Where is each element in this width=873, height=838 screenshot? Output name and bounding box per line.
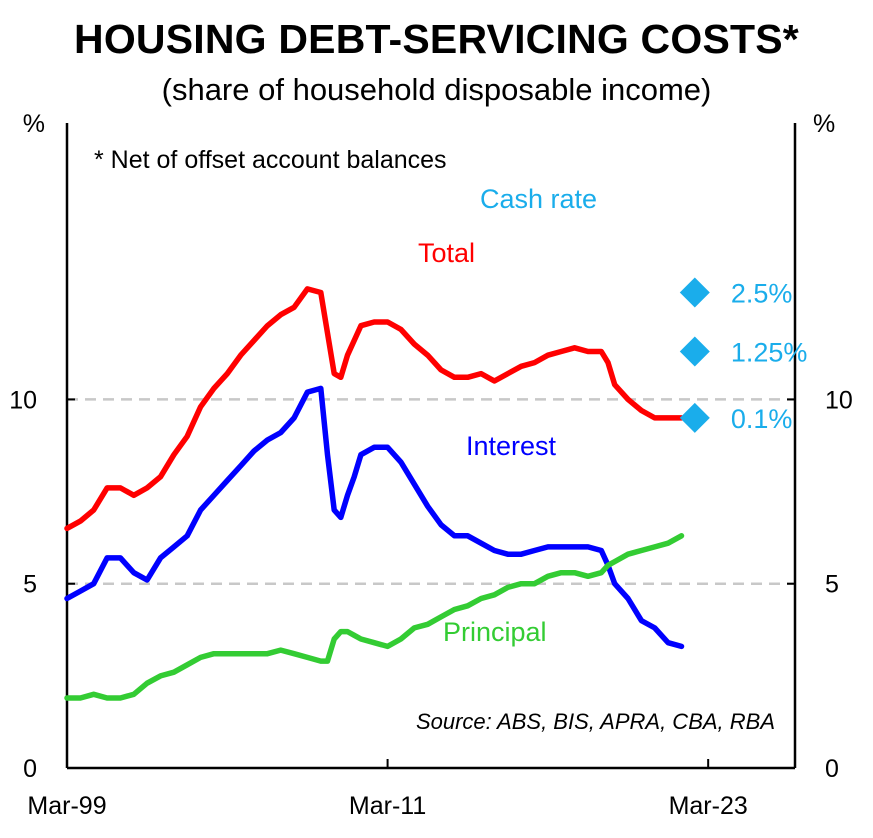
y-tick-label-left: 5 (23, 571, 37, 599)
cash-rate-label: Cash rate (480, 184, 597, 214)
y-tick-label-right: 5 (825, 571, 839, 599)
y-tick-label-right: 10 (825, 386, 853, 414)
cash-rate-marker (679, 336, 710, 367)
series-label-total: Total (418, 238, 475, 268)
chart-title: HOUSING DEBT-SERVICING COSTS* (74, 16, 799, 62)
series-line-principal (64, 533, 685, 701)
y-tick-label-left: 10 (9, 386, 37, 414)
footnote: * Net of offset account balances (94, 146, 447, 174)
cash-rate-value: 2.5% (731, 279, 793, 309)
y-tick-label-right: 0 (825, 755, 839, 783)
cash-rate-marker (679, 277, 710, 308)
cash-rate-value: 0.1% (731, 404, 793, 434)
x-tick-label: Mar-11 (349, 792, 426, 820)
x-tick-label: Mar-23 (669, 792, 748, 820)
series-label-principal: Principal (443, 617, 547, 647)
series-line-total (64, 286, 685, 532)
x-tick-label: Mar-99 (27, 792, 106, 820)
source-note: Source: ABS, BIS, APRA, CBA, RBA (416, 709, 775, 734)
cash-rate-value: 1.25% (731, 338, 808, 368)
cash-rate-marker (679, 402, 710, 433)
series-label-interest: Interest (466, 431, 557, 461)
chart-subtitle: (share of household disposable income) (161, 72, 712, 107)
y-unit-right: % (813, 110, 835, 138)
y-tick-label-left: 0 (23, 755, 37, 783)
y-unit-left: % (23, 110, 45, 138)
series-line-interest (64, 385, 685, 650)
